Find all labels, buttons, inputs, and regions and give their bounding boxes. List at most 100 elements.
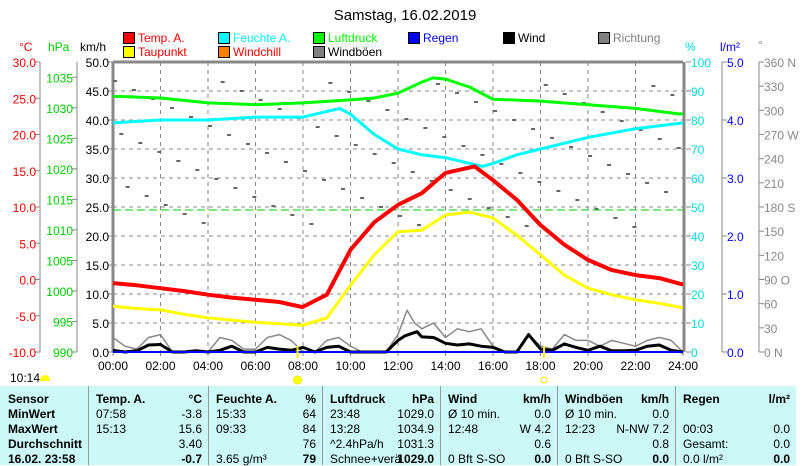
direction-unit-label: ° xyxy=(758,38,763,52)
cell-note: 0 Bft S-SO xyxy=(565,452,623,466)
humidity-tick-label: 60 xyxy=(691,172,705,186)
direction-point xyxy=(651,85,656,87)
column-divider xyxy=(88,386,89,465)
direction-point xyxy=(461,145,466,147)
direction-point xyxy=(385,109,390,111)
cell-note: 0.0 l/m² xyxy=(683,452,724,466)
direction-point xyxy=(271,205,276,207)
direction-point xyxy=(189,116,194,118)
direction-point xyxy=(442,136,447,138)
cell-note: 13:28 xyxy=(330,422,361,436)
legend-swatch xyxy=(313,32,325,44)
direction-point xyxy=(594,208,599,210)
direction-point xyxy=(360,197,365,199)
direction-point xyxy=(455,92,460,94)
cell-note: ^2.4hPa/h xyxy=(330,437,384,451)
x-tick-label: 02:00 xyxy=(145,359,175,373)
cell-note: 09:33 xyxy=(216,422,247,436)
temp-tick-label: 5.0 xyxy=(19,237,36,251)
direction-tick-label: 150 xyxy=(764,225,784,239)
x-tick-label: 12:00 xyxy=(383,359,413,373)
humidity-tick-label: 30 xyxy=(691,259,705,273)
pressure-tick-label: 1020 xyxy=(46,163,73,177)
current-time: 10:14 xyxy=(10,371,41,385)
pressure-tick-label: 1025 xyxy=(46,132,73,146)
direction-point xyxy=(632,226,637,228)
wind-tick-label: 15.0 xyxy=(86,259,110,273)
wind-tick-label: 30.0 xyxy=(86,172,110,186)
humidity-tick-label: 70 xyxy=(691,143,705,157)
direction-point xyxy=(113,80,117,82)
column-divider xyxy=(322,386,323,465)
cell-value: 0.0 xyxy=(652,452,669,466)
direction-point xyxy=(227,134,232,136)
legend-swatch xyxy=(123,32,135,44)
cell-note: Ø 10 min. xyxy=(448,407,501,421)
x-tick-label: 10:00 xyxy=(335,359,365,373)
direction-point xyxy=(379,206,384,208)
direction-point xyxy=(138,142,143,144)
x-tick-label: 06:00 xyxy=(240,359,270,373)
legend-item: Windböen xyxy=(313,45,382,59)
cell-value: 64 xyxy=(302,407,316,421)
direction-point xyxy=(676,147,681,149)
legend-swatch xyxy=(218,46,230,58)
legend-label: Windböen xyxy=(328,45,383,59)
row-label: 16.02. 23:58 xyxy=(8,452,76,466)
temp-tick-label: 10.0 xyxy=(13,201,37,215)
cell-value: -0.7 xyxy=(181,452,202,466)
wind-tick-label: 5.0 xyxy=(92,317,109,331)
cell-note: 23:48 xyxy=(330,407,361,421)
direction-point xyxy=(524,225,529,227)
cell-value: 15.6 xyxy=(178,422,202,436)
legend-label: Richtung xyxy=(613,31,661,45)
cell-value: 1029.0 xyxy=(397,407,434,421)
direction-point xyxy=(353,144,358,146)
cell-note: Schnee+verä xyxy=(330,452,402,466)
cell-value: -3.8 xyxy=(181,407,202,421)
x-tick-label: 16:00 xyxy=(478,359,508,373)
direction-point xyxy=(448,189,453,191)
sunset-icon xyxy=(540,376,548,384)
pressure-tick-label: 1035 xyxy=(46,71,73,85)
column-unit: % xyxy=(305,392,316,406)
direction-point xyxy=(322,179,327,181)
pressure-unit-label: hPa xyxy=(48,40,70,54)
direction-point xyxy=(518,172,523,174)
row-label: Durchschnitt xyxy=(8,437,83,451)
direction-point xyxy=(423,127,428,129)
legend-swatch xyxy=(598,32,610,44)
legend-item: Luftdruck xyxy=(313,31,377,45)
direction-point xyxy=(132,89,137,91)
direction-tick-label: 120 xyxy=(764,249,784,263)
direction-point xyxy=(258,99,263,101)
direction-point xyxy=(499,163,504,165)
chart-title: Samstag, 16.02.2019 xyxy=(333,7,477,24)
direction-point xyxy=(493,110,498,112)
humidity-tick-label: 10 xyxy=(691,317,705,331)
legend-label: Regen xyxy=(423,31,459,45)
direction-point xyxy=(645,182,650,184)
direction-tick-label: 330 xyxy=(764,80,784,94)
pressure-tick-label: 1015 xyxy=(46,193,73,207)
wind-tick-label: 25.0 xyxy=(86,201,110,215)
direction-point xyxy=(486,207,491,209)
rain-unit-label: l/m² xyxy=(720,40,740,54)
pressure-tick-label: 995 xyxy=(53,315,73,329)
direction-point xyxy=(125,186,130,188)
direction-point xyxy=(588,155,593,157)
cell-note: Ø 10 min. xyxy=(565,407,618,421)
cell-value: 3.40 xyxy=(178,437,202,451)
cell-value: 0.0 xyxy=(534,407,551,421)
column-divider xyxy=(557,386,558,465)
direction-point xyxy=(474,101,479,103)
direction-tick-label: 300 xyxy=(764,104,784,118)
wind-tick-label: 45.0 xyxy=(86,85,110,99)
direction-point xyxy=(182,213,187,215)
direction-point xyxy=(556,190,561,192)
legend-item: Windchill xyxy=(218,45,281,59)
wind-unit-label: km/h xyxy=(80,40,107,54)
x-tick-label: 04:00 xyxy=(193,359,223,373)
direction-point xyxy=(505,216,510,218)
rain-tick-label: 5.0 xyxy=(727,56,744,70)
